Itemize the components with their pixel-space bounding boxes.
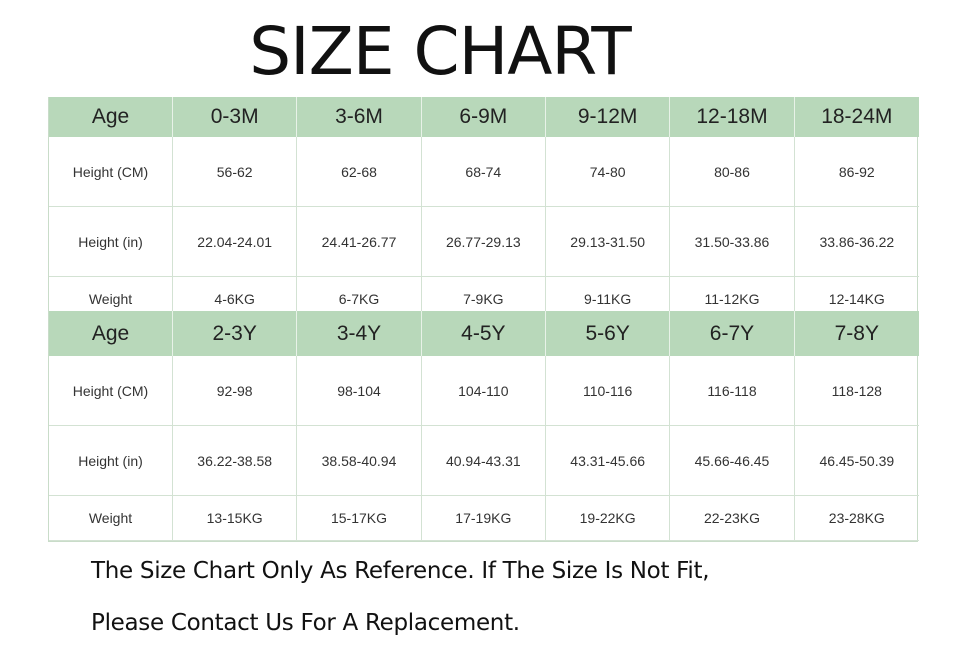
table-cell: 33.86-36.22 xyxy=(794,207,919,277)
table-cell: 9-11KG xyxy=(546,277,671,311)
header-cell: 12-18M xyxy=(670,97,795,137)
header-cell: 9-12M xyxy=(545,97,671,137)
header-cell: 6-7Y xyxy=(670,311,795,356)
table-cell: 22-23KG xyxy=(670,496,795,541)
table-cell: 29.13-31.50 xyxy=(545,207,671,277)
table-cell: 92-98 xyxy=(173,356,298,426)
size-table-years: Age 2-3Y 3-4Y 4-5Y 5-6Y 6-7Y 7-8Y Height (CM) 92… xyxy=(48,311,919,542)
table-cell: 13-15KG xyxy=(173,496,298,541)
size-table-months: Age 0-3M 3-6M 6-9M 9-12M 12-18M 18-24M Height (… xyxy=(48,97,919,311)
table-cell: 36.22-38.58 xyxy=(173,426,298,496)
table-cell: 43.31-45.66 xyxy=(545,426,671,496)
table-cell: 56-62 xyxy=(173,137,298,207)
header-cell: 3-6M xyxy=(297,97,422,137)
note-line-2: Please Contact Us For A Replacement. xyxy=(91,610,520,636)
header-cell: 2-3Y xyxy=(173,311,298,356)
page-title: SIZE CHART xyxy=(249,13,632,90)
table-cell: 46.45-50.39 xyxy=(794,426,919,496)
table-cell: 104-110 xyxy=(421,356,546,426)
header-cell: 6-9M xyxy=(421,97,546,137)
table-cell: 62-68 xyxy=(297,137,422,207)
table-cell: 86-92 xyxy=(794,137,919,207)
table-cell: 4-6KG xyxy=(173,277,298,311)
row-label: Height (in) xyxy=(49,426,173,496)
table-cell: 74-80 xyxy=(545,137,671,207)
table-cell: 24.41-26.77 xyxy=(297,207,422,277)
table-cell: 11-12KG xyxy=(670,277,795,311)
header-cell: 18-24M xyxy=(794,97,919,137)
header-cell: 7-8Y xyxy=(794,311,919,356)
table-cell: 116-118 xyxy=(670,356,795,426)
table-cell: 22.04-24.01 xyxy=(173,207,298,277)
row-label: Weight xyxy=(49,496,173,541)
table-cell: 26.77-29.13 xyxy=(421,207,546,277)
table-cell: 15-17KG xyxy=(297,496,422,541)
row-label: Height (CM) xyxy=(49,356,173,426)
row-label: Weight xyxy=(49,277,173,311)
header-cell: 3-4Y xyxy=(297,311,422,356)
table-cell: 45.66-46.45 xyxy=(670,426,795,496)
table-cell: 68-74 xyxy=(421,137,546,207)
header-cell: 0-3M xyxy=(173,97,298,137)
table-cell: 80-86 xyxy=(670,137,795,207)
header-label: Age xyxy=(49,97,173,137)
table-cell: 98-104 xyxy=(297,356,422,426)
row-label: Height (in) xyxy=(49,207,173,277)
table-cell: 23-28KG xyxy=(794,496,919,541)
header-cell: 4-5Y xyxy=(421,311,546,356)
table-cell: 17-19KG xyxy=(421,496,546,541)
table-cell: 110-116 xyxy=(545,356,671,426)
row-label: Height (CM) xyxy=(49,137,173,207)
note-line-1: The Size Chart Only As Reference. If The… xyxy=(91,558,710,584)
table-cell: 118-128 xyxy=(794,356,919,426)
table-cell: 19-22KG xyxy=(545,496,671,541)
header-label: Age xyxy=(49,311,173,356)
table-cell: 12-14KG xyxy=(828,291,885,307)
table-cell: 6-7KG xyxy=(297,277,422,311)
header-cell: 5-6Y xyxy=(545,311,671,356)
table-cell: 38.58-40.94 xyxy=(297,426,422,496)
table-cell: 40.94-43.31 xyxy=(421,426,546,496)
table-cell: 7-9KG xyxy=(422,277,546,311)
table-cell: 31.50-33.86 xyxy=(670,207,795,277)
